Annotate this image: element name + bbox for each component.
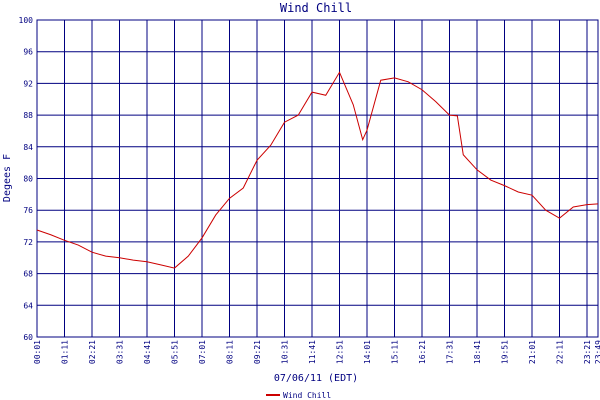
x-tick-label: 07:01 [198,340,207,364]
x-tick-label: 11:41 [308,340,317,364]
y-tick-label: 100 [19,16,34,25]
x-tick-label: 19:51 [501,340,510,364]
x-tick-label: 08:11 [226,340,235,364]
y-tick-label: 60 [23,333,33,342]
x-tick-label: 09:21 [253,340,262,364]
y-tick-label: 76 [23,206,33,215]
x-tick-label: 10:31 [281,340,290,364]
x-tick-label: 14:01 [363,340,372,364]
data-line [36,71,599,269]
x-tick-label: 22:11 [556,340,565,364]
x-tick-label: 05:51 [171,340,180,364]
y-tick-label: 96 [23,48,33,57]
x-tick-label: 16:21 [418,340,427,364]
x-tick-label: 01:11 [61,340,70,364]
x-tick-label: 23:21 [583,340,592,364]
x-tick-label: 17:31 [446,340,455,364]
x-tick-label: 03:31 [116,340,125,364]
legend-label: Wind Chill [283,391,331,400]
y-tick-label: 72 [23,238,33,247]
x-tick-label: 04:41 [143,340,152,364]
y-tick-label: 92 [23,79,33,88]
x-tick-label: 12:51 [336,340,345,364]
x-tick-label: 15:11 [391,340,400,364]
x-axis-label: 07/06/11 (EDT) [274,373,358,384]
x-tick-label: 18:41 [473,340,482,364]
x-tick-label: 02:21 [88,340,97,364]
y-tick-label: 80 [23,175,33,184]
chart-title: Wind Chill [280,1,352,15]
y-tick-label: 68 [23,270,33,279]
x-tick-label: 00:01 [33,340,42,364]
y-tick-label: 84 [23,143,33,152]
y-axis-label: Degees F [2,154,13,202]
x-tick-label: 23:49 [594,340,600,364]
x-tick-label: 21:01 [528,340,537,364]
y-tick-label: 64 [23,301,33,310]
plot-border [36,19,599,338]
y-tick-label: 88 [23,111,33,120]
